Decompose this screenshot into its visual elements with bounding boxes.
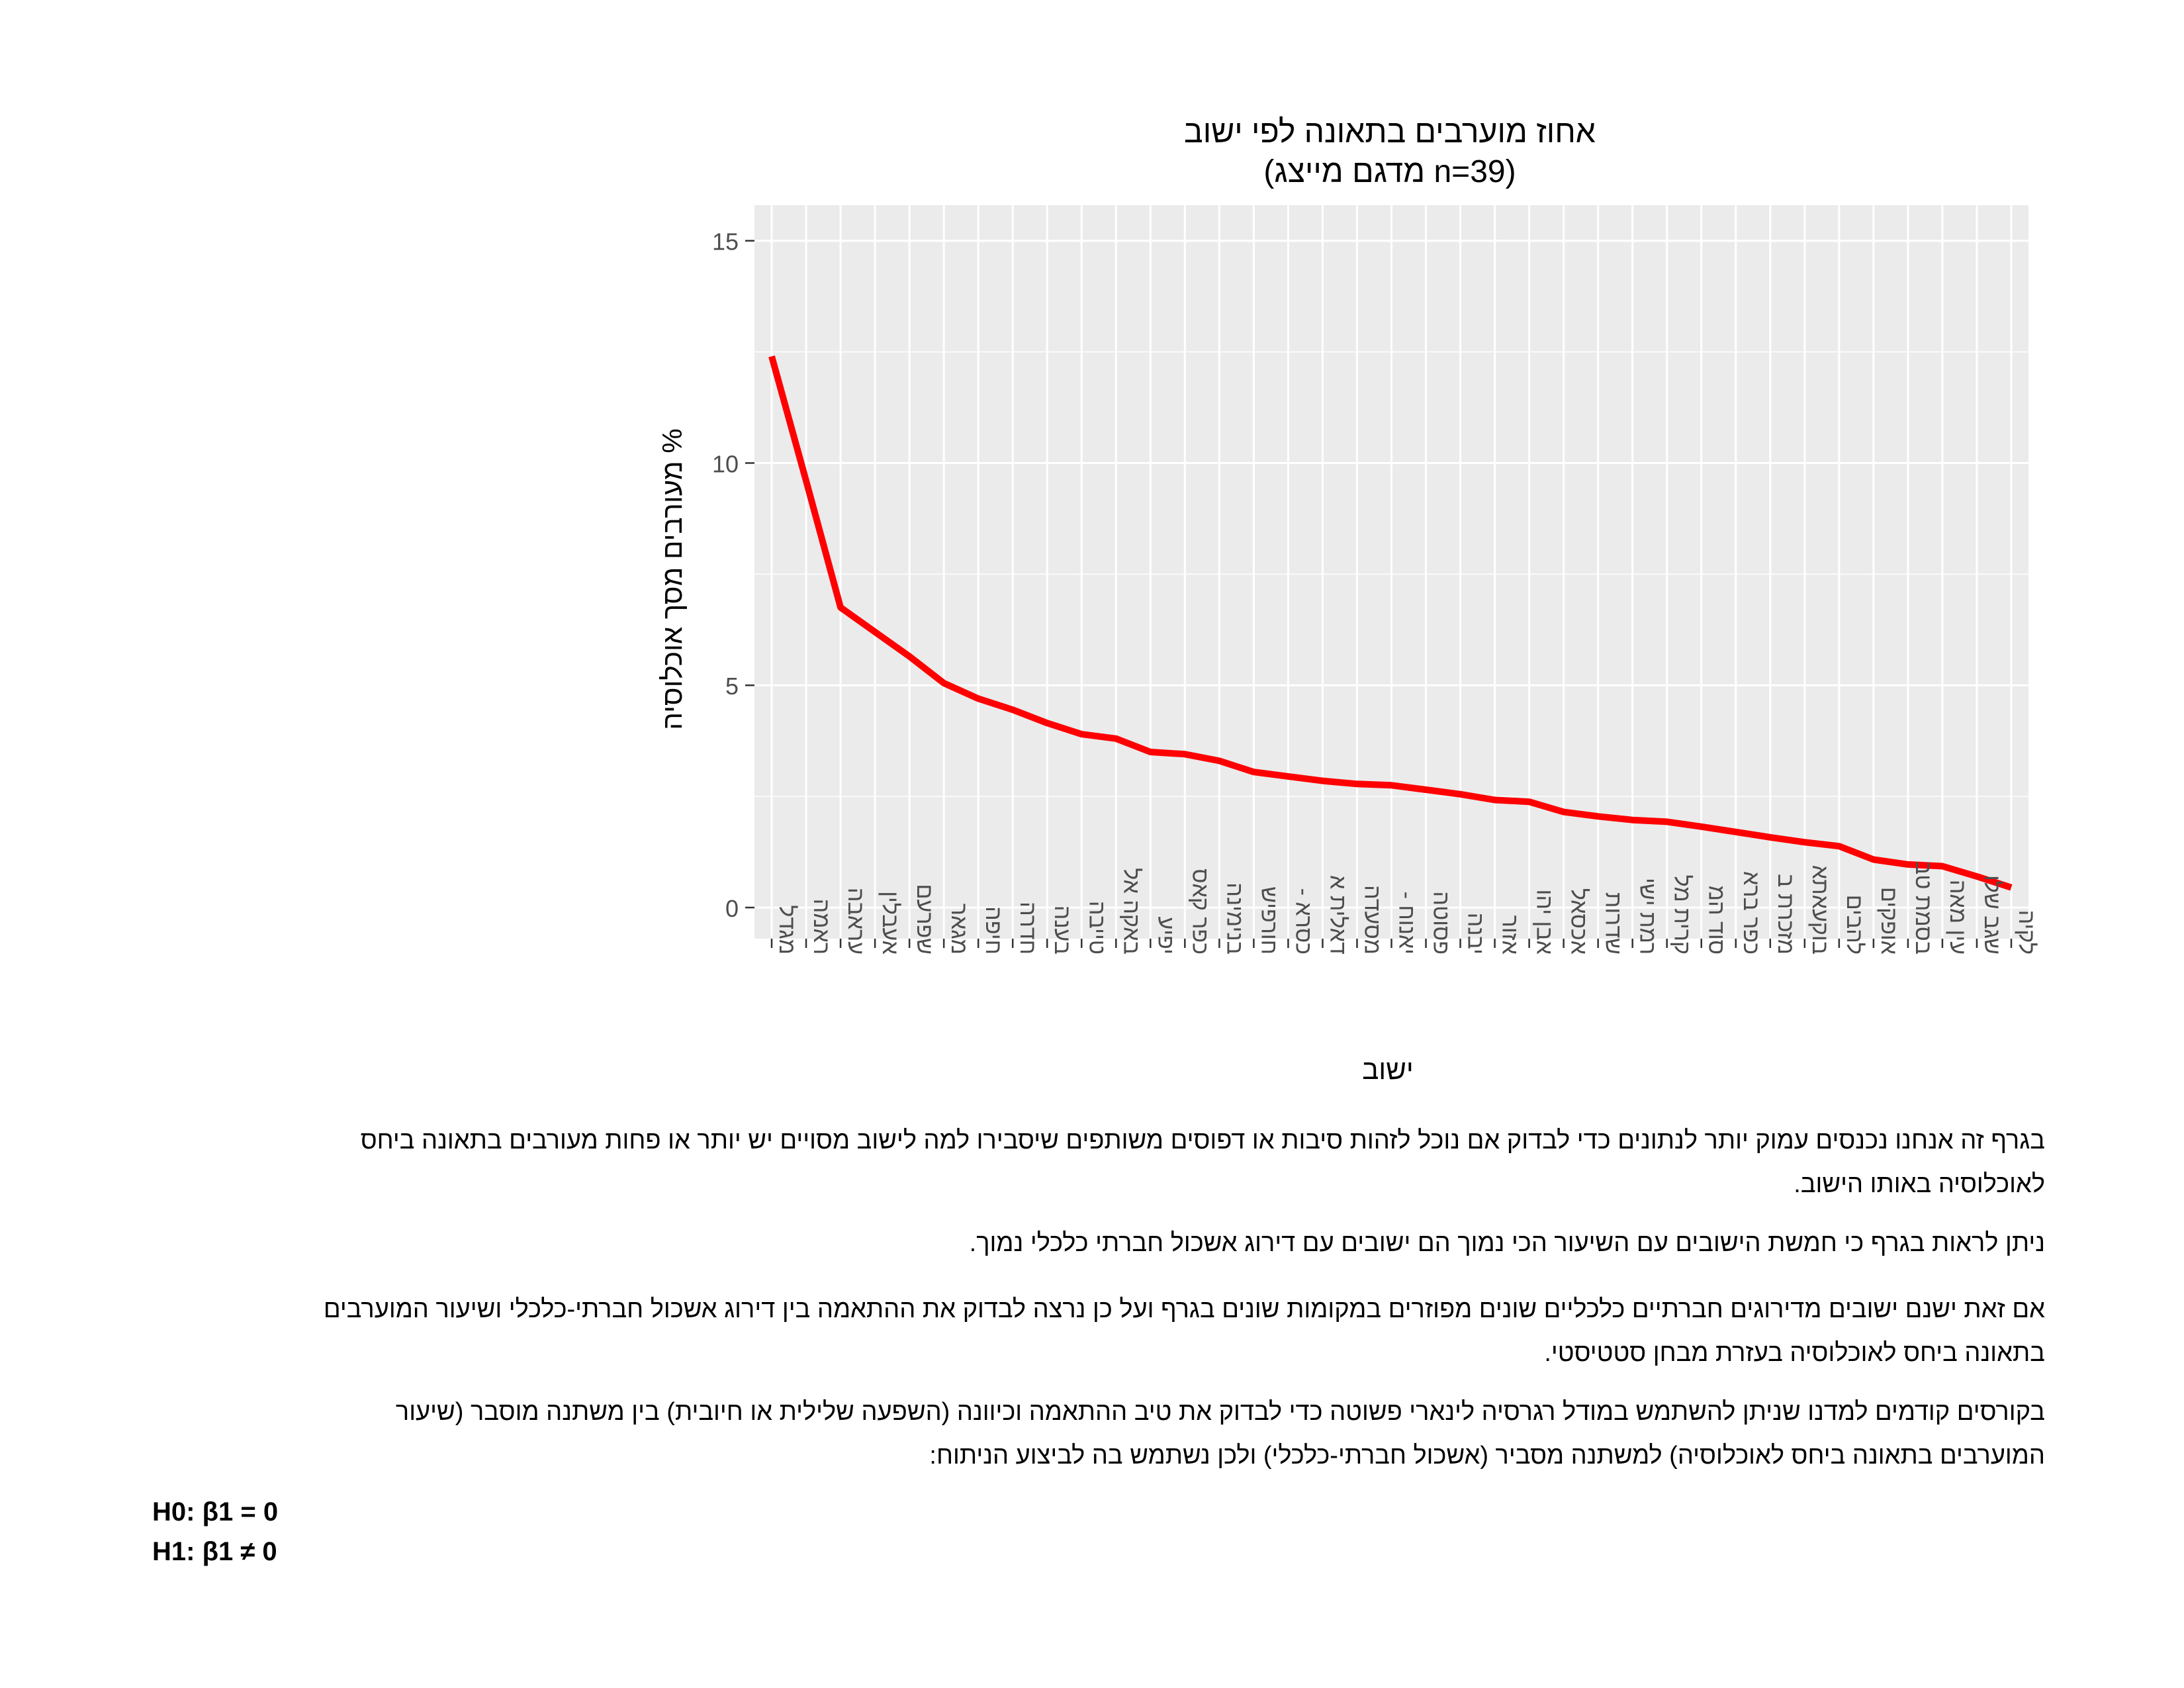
series-line [768,355,2013,891]
hypothesis-h0: H0: β1 = 0 [152,1497,279,1526]
x-tick-label: אבן יהו [1532,890,1557,955]
y-tick-label: 15 [712,228,739,256]
grid [754,205,2028,939]
x-tick-label: כפר קאס [1187,868,1212,955]
paragraph-3-line-2: בתאונה ביחס לאוכלוסיה בעזרת מבחן סטטיסטי… [1544,1339,2045,1367]
x-tick-label: רמת ישי [1635,878,1661,955]
x-tick-label: לקיה [2014,910,2039,955]
x-axis: מגדל ראמה עראבה אעבלין שפרעם מגאר חיפה חדרה בענה… [770,861,2039,955]
chart: 0 5 10 15 מגדל ראמה עראבה אעבלין שפרעם מגאר חיפה ח… [657,115,2039,1085]
x-tick-label: חיפה [981,906,1006,955]
paragraph-3-line-1: אם זאת ישנם ישובים מדירוגים חברתיים כלכל… [323,1295,2045,1323]
paragraph-4-line-2: המוערבים בתאונה ביחס לאוכלוסיה) למשתנה מ… [929,1442,2045,1470]
x-tick-label: דאלית א [1325,875,1350,955]
x-tick-label: בנימינה [1222,882,1247,955]
series [768,355,2013,891]
x-tick-label: מגאר [946,904,972,955]
paragraph-2-line-1: ניתן לראות בגרף כי חמשת הישובים עם השיעו… [969,1229,2045,1257]
x-tick-label: סוד המ [1704,886,1729,955]
paragraph-1-line-1: בגרף זה אנחנו נכנסים עמוק יותר לנתונים כ… [360,1127,2045,1154]
x-tick-label: אעבלין [878,891,903,955]
x-tick-label: באקה אל [1118,868,1144,955]
x-tick-label: יפיע [1153,916,1178,955]
paragraph-1-line-2: לאוכלוסיה באותו הישוב. [1794,1170,2045,1198]
x-tick-label: שדרות [1601,892,1626,955]
paragraph-3: אם זאת ישנם ישובים מדירוגים חברתיים כלכל… [93,1288,2045,1375]
x-tick-label: אופקים [1876,887,1901,955]
x-tick-label: יאנוח - [1394,892,1420,955]
x-tick-label: מגדל [774,905,799,955]
x-tick-label: בסמת טב [1911,861,1936,955]
x-tick-label: אכסאל [1567,888,1592,955]
hypothesis-h1: H1: β1 ≠ 0 [152,1537,277,1566]
x-tick-label: כסרא - [1291,888,1316,955]
y-axis: 0 5 10 15 [712,228,754,922]
x-tick-label: טייבה [1084,901,1109,955]
x-tick-label: להבים [1842,895,1867,955]
x-tick-label: ראמה [809,899,834,955]
x-tick-label: חורפיש [1256,886,1281,955]
x-tick-label: חדרה [1015,902,1040,955]
x-tick-label: עין מאה [1945,880,1970,955]
y-tick-label: 10 [712,450,739,477]
y-tick-label: 0 [725,895,739,922]
paragraph-1: בגרף זה אנחנו נכנסים עמוק יותר לנתונים כ… [93,1119,2045,1206]
x-axis-label: ישוב [1362,1054,1414,1085]
x-tick-label: עראבה [843,888,868,955]
x-tick-label: יבנה [1463,913,1488,955]
y-tick-label: 5 [725,673,739,700]
x-tick-label: פסוטה [1429,891,1454,955]
x-tick-label: קרית מל [1670,875,1695,955]
chart-subtitle: (n=39 מדגם מייצג) [1263,154,1516,189]
paragraph-4: בקורסים קודמים למדנו שניתן להשתמש במודל … [93,1390,2045,1477]
x-tick-label: בוקעאתא [1807,865,1833,955]
paragraph-2: ניתן לראות בגרף כי חמשת הישובים עם השיעו… [93,1221,2045,1265]
x-tick-label: מסעדה [1360,885,1385,955]
x-tick-label: שפרעם [912,884,937,955]
x-tick-label: שגב שלו [1979,875,2005,955]
x-tick-label: בענה [1050,906,1075,955]
paragraph-4-line-1: בקורסים קודמים למדנו שניתן להשתמש במודל … [395,1398,2045,1426]
x-tick-label: אזור [1498,915,1523,955]
chart-title: אחוז מוערבים בתאונה לפי ישוב [1184,115,1596,150]
x-tick-label: מזכרת ב [1773,874,1798,955]
x-tick-label: כפר ברא [1739,871,1764,955]
y-axis-label: % מעורבים מסך אוכלוסיה [657,428,688,729]
